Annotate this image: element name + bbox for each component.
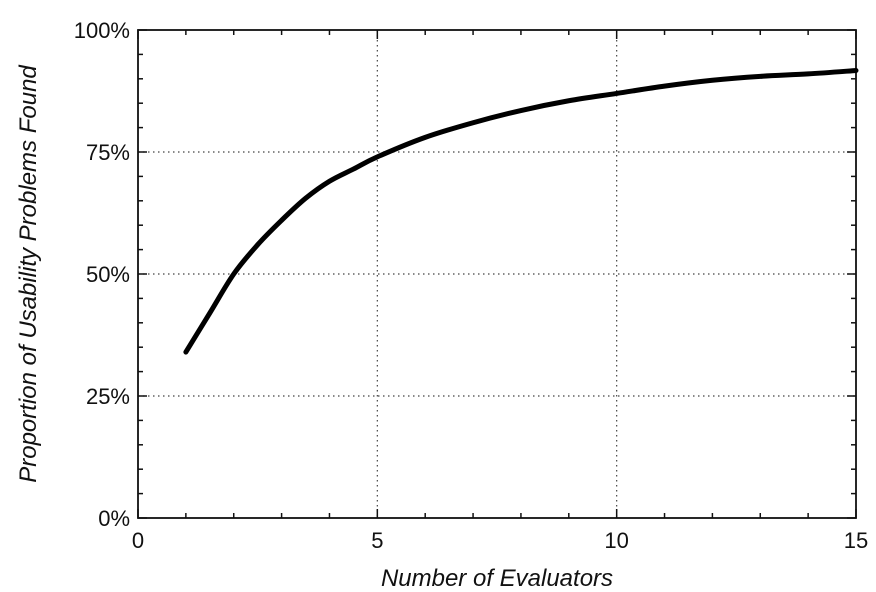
y-tick-label: 100% [74, 18, 130, 43]
x-tick-label: 10 [604, 528, 628, 553]
series-layer [183, 68, 859, 355]
x-axis-title: Number of Evaluators [381, 565, 613, 592]
y-tick-label: 25% [86, 384, 130, 409]
x-tick-label: 15 [844, 528, 868, 553]
y-axis-title: Proportion of Usability Problems Found [15, 65, 42, 483]
plot-frame [137, 29, 857, 519]
y-tick-label: 0% [98, 506, 130, 531]
series-line [183, 68, 859, 355]
y-tick-label: 75% [86, 140, 130, 165]
y-tick-label: 50% [86, 262, 130, 287]
x-tick-label: 0 [132, 528, 144, 553]
grid-lines [138, 30, 856, 518]
tick-labels: 0 5 10 15 0% 25% 50% 75% 100% [74, 18, 869, 553]
x-tick-label: 5 [371, 528, 383, 553]
